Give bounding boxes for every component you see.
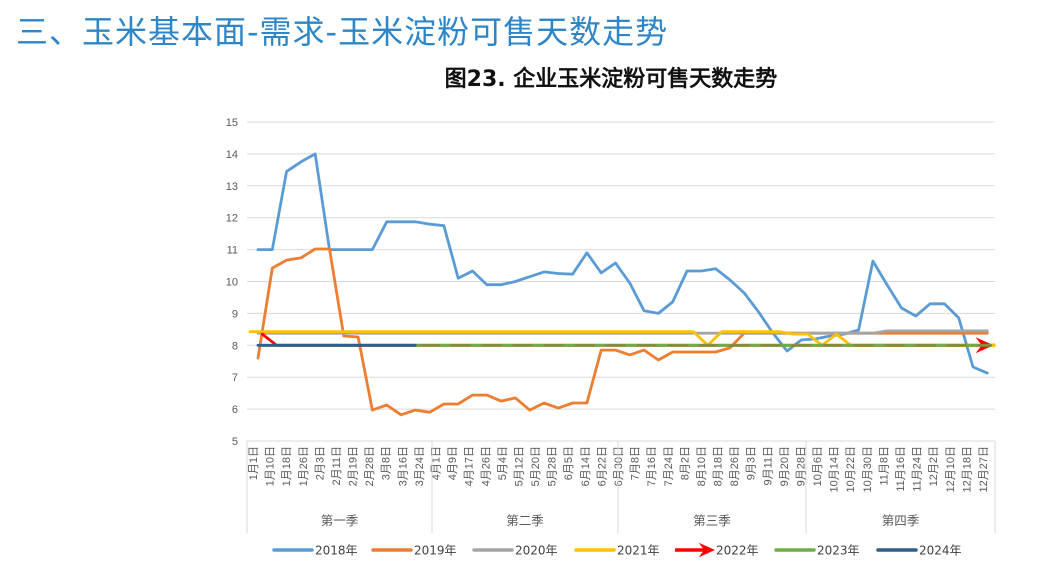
y-axis: 5 6 7 8 9 10 11 12 13 14 15 — [226, 117, 238, 448]
x-axis: 1月1日 1月10日 1月18日 1月26日 2月3日 2月11日 2月19日 2月28日 3月… — [246, 441, 996, 533]
x-tick-label: 12月18日 — [961, 446, 973, 492]
x-tick-label: 9月28日 — [795, 446, 807, 486]
y-tick-label: 11 — [227, 245, 238, 257]
quarter-label: 第二季 — [506, 513, 544, 528]
legend: 2018年 2019年 2020年 2021年 2022年 2023年 2024年 — [272, 542, 962, 558]
y-tick-label: 15 — [226, 117, 238, 129]
x-tick-label: 2月11日 — [331, 446, 343, 486]
series-line-2020 — [256, 329, 989, 335]
legend-label: 2019年 — [414, 544, 457, 558]
x-tick-label: 3月24日 — [414, 446, 426, 486]
quarter-label: 第一季 — [321, 513, 359, 528]
x-tick-label: 1月18日 — [281, 446, 293, 486]
x-tick-label: 2月3日 — [314, 446, 326, 480]
legend-label: 2024年 — [919, 544, 962, 558]
series-end-dot — [991, 343, 996, 348]
x-tick-label: 10月14日 — [829, 446, 841, 492]
gridlines — [247, 121, 995, 442]
legend-item-2018: 2018年 — [272, 544, 358, 558]
x-tick-label: 12月10日 — [945, 446, 957, 492]
x-tick-label: 5月12日 — [513, 446, 525, 486]
x-tick-label: 2月19日 — [348, 446, 360, 486]
x-tick-label: 9月11日 — [762, 446, 774, 486]
x-tick-label: 6月30日 — [613, 446, 625, 486]
x-tick-label: 4月26日 — [480, 446, 492, 486]
y-tick-label: 6 — [232, 404, 238, 416]
x-tick-label: 3月16日 — [397, 446, 409, 486]
x-tick-label: 2月28日 — [364, 446, 376, 486]
legend-item-2023: 2023年 — [774, 544, 860, 558]
x-tick-label: 12月27日 — [978, 446, 990, 492]
x-tick-label: 4月1日 — [430, 446, 442, 480]
legend-item-2021: 2021年 — [574, 544, 660, 558]
legend-item-2022: 2022年 — [675, 542, 759, 558]
chart-title: 图23. 企业玉米淀粉可售天数走势 — [444, 67, 778, 92]
x-tick-label: 7月24日 — [663, 446, 675, 486]
y-tick-label: 8 — [232, 340, 238, 352]
series-line-2018 — [256, 152, 989, 375]
x-tick-label: 9月3日 — [746, 446, 758, 480]
x-tick-label: 6月5日 — [563, 446, 575, 480]
x-tick-label: 4月17日 — [464, 446, 476, 486]
legend-item-2020: 2020年 — [472, 544, 558, 558]
y-tick-label: 10 — [226, 277, 238, 289]
y-tick-label: 5 — [232, 436, 238, 448]
x-tick-label: 6月22日 — [596, 446, 608, 486]
x-tick-label: 8月2日 — [679, 446, 691, 480]
x-tick-label: 11月8日 — [878, 446, 890, 486]
x-tick-label: 5月20日 — [530, 446, 542, 486]
x-tick-label: 1月1日 — [248, 446, 260, 480]
quarter-label: 第四季 — [882, 513, 920, 528]
legend-label: 2020年 — [515, 544, 558, 558]
plot-series — [248, 152, 996, 417]
x-tick-label: 10月6日 — [812, 446, 824, 486]
x-tick-label: 4月9日 — [447, 446, 459, 480]
x-tick-label: 11月24日 — [912, 446, 924, 492]
legend-label: 2018年 — [315, 544, 358, 558]
x-tick-label: 5月4日 — [497, 446, 509, 480]
y-tick-label: 9 — [232, 308, 238, 320]
x-tick-label: 7月8日 — [630, 446, 642, 480]
arrow-icon — [698, 542, 715, 558]
x-tick-label: 9月20日 — [779, 446, 791, 486]
x-tick-label: 3月8日 — [381, 446, 393, 480]
quarter-label: 第三季 — [693, 513, 731, 528]
x-tick-label: 8月26日 — [729, 446, 741, 486]
x-tick-label: 1月10日 — [265, 446, 277, 486]
x-tick-label: 11月16日 — [895, 446, 907, 492]
legend-item-2024: 2024年 — [876, 544, 962, 558]
section-title: 三、玉米基本面-需求-玉米淀粉可售天数走势 — [16, 13, 669, 51]
x-tick-label: 5月28日 — [547, 446, 559, 486]
x-tick-label: 1月26日 — [298, 446, 310, 486]
x-tick-label: 12月2日 — [928, 446, 940, 486]
x-tick-label: 10月30日 — [862, 446, 874, 492]
x-tick-label: 10月22日 — [845, 446, 857, 492]
legend-label: 2022年 — [716, 544, 759, 558]
x-tick-label: 8月10日 — [696, 446, 708, 486]
legend-label: 2021年 — [617, 544, 660, 558]
legend-item-2019: 2019年 — [371, 544, 457, 558]
x-tick-label: 7月16日 — [646, 446, 658, 486]
x-tick-label: 8月18日 — [713, 446, 725, 486]
y-tick-label: 7 — [232, 372, 238, 384]
legend-label: 2023年 — [817, 544, 860, 558]
y-tick-label: 12 — [226, 213, 238, 225]
y-tick-label: 13 — [226, 181, 238, 193]
series-line-2022 — [260, 332, 993, 347]
y-tick-label: 14 — [226, 149, 238, 161]
x-tick-label: 6月14日 — [580, 446, 592, 486]
